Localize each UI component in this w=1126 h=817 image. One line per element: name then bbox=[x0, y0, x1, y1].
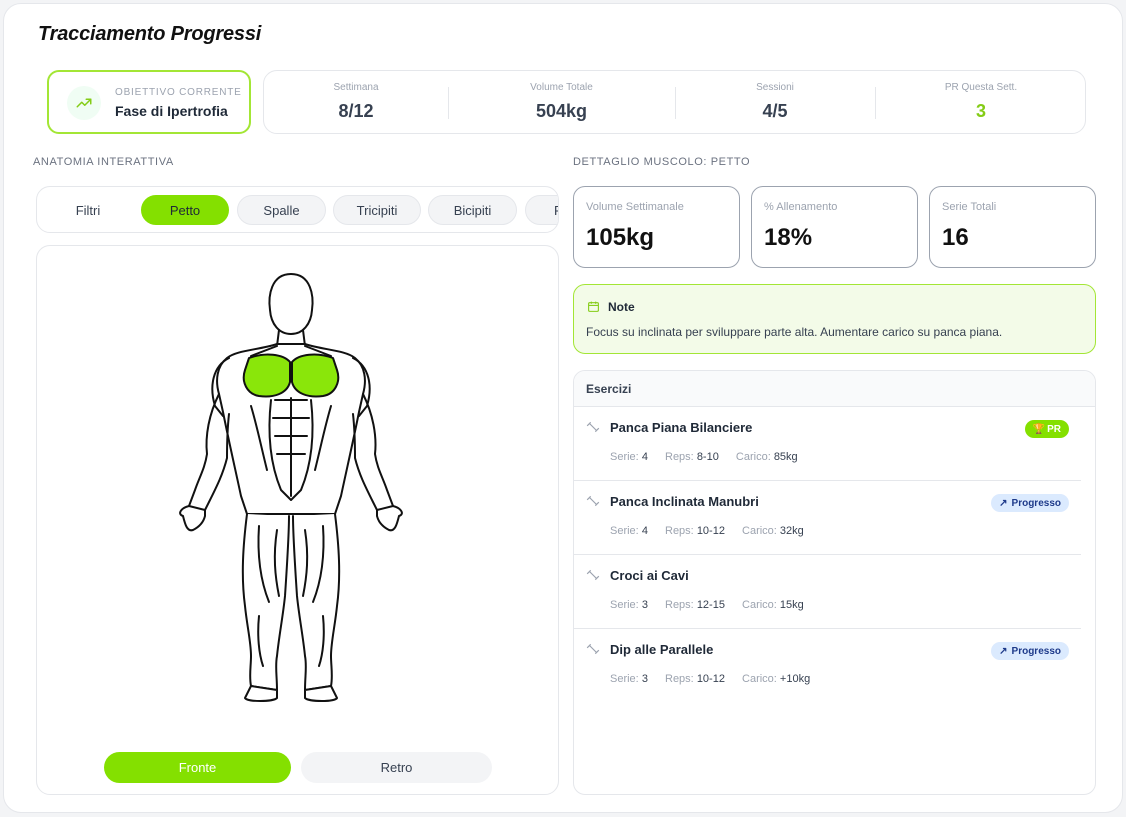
note-title: Note bbox=[608, 300, 635, 314]
exercise-meta: Serie: 3 Reps: 10-12 Carico: +10kg bbox=[610, 673, 811, 685]
stat-label: Volume Totale bbox=[530, 82, 593, 93]
exercise-name: Dip alle Parallele bbox=[610, 642, 714, 657]
weekly-stats-bar: Settimana 8/12 Volume Totale 504kg Sessi… bbox=[263, 70, 1086, 134]
metric-weekly-volume: Volume Settimanale 105kg bbox=[573, 186, 740, 268]
current-goal-card[interactable]: Obiettivo Corrente Fase di Ipertrofia bbox=[47, 70, 251, 134]
metric-label: Volume Settimanale bbox=[586, 201, 684, 213]
view-back-button[interactable]: Retro bbox=[301, 752, 492, 783]
arrow-up-right-icon: ↗ bbox=[999, 645, 1008, 657]
progress-badge: ↗ Progresso bbox=[991, 642, 1069, 660]
stat-value: 8/12 bbox=[338, 101, 374, 121]
metric-value: 16 bbox=[942, 224, 969, 251]
exercise-sets: 3 bbox=[641, 673, 648, 685]
exercise-reps: 10-12 bbox=[696, 673, 725, 685]
exercise-meta: Serie: 4 Reps: 8-10 Carico: 85kg bbox=[610, 451, 798, 463]
note-text: Focus su inclinata per sviluppare parte … bbox=[586, 325, 1003, 339]
filter-chip-cut[interactable]: F bbox=[525, 195, 558, 225]
exercises-card: Esercizi Panca Piana Bilanciere 🏆 PR Seri… bbox=[573, 370, 1096, 795]
stat-value: 3 bbox=[975, 101, 986, 121]
exercise-name: Croci ai Cavi bbox=[610, 568, 689, 583]
calendar-icon bbox=[588, 301, 599, 312]
exercise-meta: Serie: 4 Reps: 10-12 Carico: 32kg bbox=[610, 525, 804, 537]
exercises-title: Esercizi bbox=[574, 371, 1095, 407]
exercise-reps: 8-10 bbox=[696, 451, 719, 463]
stat-label: Sessioni bbox=[756, 82, 794, 93]
goal-value: Fase di Ipertrofia bbox=[115, 103, 228, 119]
exercise-sets: 4 bbox=[641, 525, 648, 537]
metric-value: 105kg bbox=[586, 224, 655, 251]
divider bbox=[448, 87, 449, 119]
metric-label: % Allenamento bbox=[764, 201, 838, 213]
anatomy-viewer: Fronte Retro bbox=[36, 245, 559, 795]
exercise-name: Panca Piana Bilanciere bbox=[610, 420, 753, 435]
exercise-sets: 4 bbox=[641, 451, 648, 463]
note-card: Note Focus su inclinata per sviluppare p… bbox=[573, 284, 1096, 354]
exercise-row[interactable]: Panca Inclinata Manubri ↗ Progresso Serie… bbox=[574, 481, 1081, 555]
dumbbell-icon bbox=[586, 569, 600, 581]
stat-sessions: Sessioni 4/5 bbox=[675, 71, 875, 135]
trophy-icon: 🏆 bbox=[1032, 423, 1046, 435]
exercise-load: +10kg bbox=[779, 673, 811, 685]
divider bbox=[875, 87, 876, 119]
metric-label: Serie Totali bbox=[942, 201, 997, 213]
stat-label: Settimana bbox=[333, 82, 379, 93]
progress-badge: ↗ Progresso bbox=[991, 494, 1069, 512]
page-title: Tracciamento Progressi bbox=[38, 23, 262, 45]
dumbbell-icon bbox=[586, 643, 600, 655]
exercise-meta: Serie: 3 Reps: 12-15 Carico: 15kg bbox=[610, 599, 804, 611]
pr-badge: 🏆 PR bbox=[1024, 420, 1069, 438]
divider bbox=[675, 87, 676, 119]
trending-up-icon bbox=[67, 86, 101, 120]
app-frame: Tracciamento Progressi Obiettivo Corrent… bbox=[3, 3, 1123, 813]
filter-chip-petto[interactable]: Petto bbox=[141, 195, 229, 225]
exercise-row[interactable]: Croci ai Cavi Serie: 3 Reps: 12-15 Caric… bbox=[574, 555, 1081, 629]
exercise-reps: 12-15 bbox=[696, 599, 725, 611]
filter-chip-tricipiti[interactable]: Tricipiti bbox=[333, 195, 421, 225]
metric-value: 18% bbox=[764, 224, 813, 251]
stat-week: Settimana 8/12 bbox=[264, 71, 448, 135]
filter-toggle[interactable]: Filtri bbox=[75, 202, 101, 218]
exercise-name: Panca Inclinata Manubri bbox=[610, 494, 759, 509]
stat-label: PR Questa Sett. bbox=[944, 82, 1018, 93]
exercise-sets: 3 bbox=[641, 599, 648, 611]
goal-caption: Obiettivo Corrente bbox=[115, 87, 242, 98]
filter-chip-spalle[interactable]: Spalle bbox=[237, 195, 326, 225]
stat-pr-week: PR Questa Sett. 3 bbox=[875, 71, 1087, 135]
exercise-row[interactable]: Dip alle Parallele ↗ Progresso Serie: 3 R… bbox=[574, 629, 1081, 703]
filter-chip-bicipiti[interactable]: Bicipiti bbox=[428, 195, 517, 225]
metric-total-sets: Serie Totali 16 bbox=[929, 186, 1096, 268]
stat-value: 4/5 bbox=[762, 101, 788, 121]
stat-total-volume: Volume Totale 504kg bbox=[448, 71, 675, 135]
dumbbell-icon bbox=[586, 421, 600, 433]
exercise-load: 15kg bbox=[779, 599, 804, 611]
anatomy-section-label: Anatomia Interattiva bbox=[33, 156, 174, 168]
exercise-reps: 10-12 bbox=[696, 525, 725, 537]
detail-section-label: Dettaglio Muscolo: Petto bbox=[573, 156, 751, 168]
stat-value: 504kg bbox=[535, 101, 588, 121]
exercise-row[interactable]: Panca Piana Bilanciere 🏆 PR Serie: 4 Reps… bbox=[574, 407, 1081, 481]
dumbbell-icon bbox=[586, 495, 600, 507]
view-front-button[interactable]: Fronte bbox=[104, 752, 291, 783]
body-diagram bbox=[179, 273, 403, 702]
exercise-load: 32kg bbox=[779, 525, 804, 537]
exercise-load: 85kg bbox=[773, 451, 798, 463]
muscle-filter-bar: Filtri Petto Spalle Tricipiti Bicipiti F bbox=[36, 186, 559, 233]
metric-training-share: % Allenamento 18% bbox=[751, 186, 918, 268]
arrow-up-right-icon: ↗ bbox=[999, 497, 1008, 509]
